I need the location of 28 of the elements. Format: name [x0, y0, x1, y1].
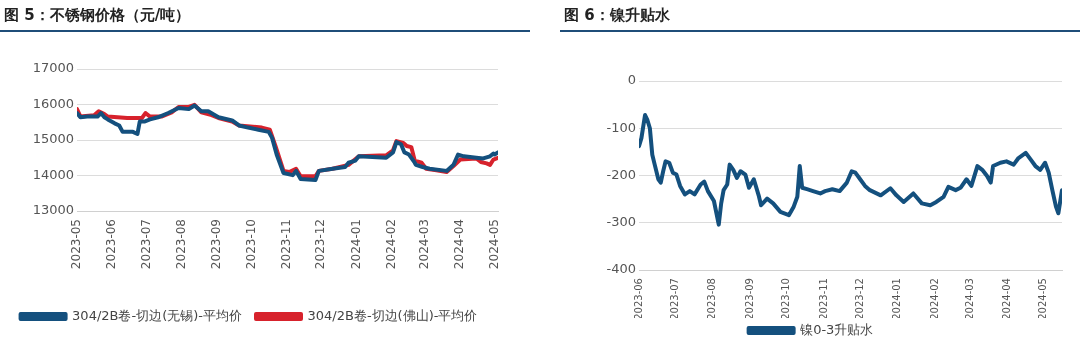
y-tick-label: 15000 [32, 131, 74, 147]
y-tick-label: 14000 [32, 166, 74, 182]
x-tick-label: 2023-05 [69, 219, 84, 270]
y-tick-label: 0 [627, 72, 636, 88]
x-tick-label: 2023-07 [138, 219, 153, 270]
x-tick-label: 2024-04 [452, 219, 467, 270]
x-tick-label: 2023-09 [209, 219, 224, 270]
chart-title: 图 6：镍升贴水 [560, 0, 1080, 32]
x-tick-label: 2024-03 [417, 219, 432, 270]
y-tick-label: 13000 [32, 202, 74, 218]
x-tick-label: 2023-06 [104, 219, 119, 270]
x-tick-label: 2023-11 [279, 219, 294, 270]
x-tick-label: 2024-05 [486, 219, 501, 270]
legend-label: 304/2B卷-切边(无锡)-平均价 [72, 307, 243, 323]
x-tick-label: 2024-01 [348, 219, 363, 270]
y-tick-label: 17000 [32, 60, 74, 76]
y-tick-label: -200 [606, 166, 636, 182]
legend-label: 304/2B卷-切边(佛山)-平均价 [307, 307, 478, 323]
legend-label: 镍0-3升贴水 [799, 321, 874, 337]
x-tick-label: 2024-02 [384, 219, 399, 270]
x-tick-label: 2023-10 [243, 219, 258, 270]
chart-title: 图 5：不锈钢价格（元/吨） [0, 0, 530, 32]
y-tick-label: -400 [606, 261, 636, 277]
y-tick-label: 16000 [32, 95, 74, 111]
y-tick-label: -300 [606, 214, 636, 230]
x-tick-label: 2023-08 [174, 219, 189, 270]
y-tick-label: -100 [606, 119, 636, 135]
x-tick-label: 2023-12 [313, 219, 328, 270]
